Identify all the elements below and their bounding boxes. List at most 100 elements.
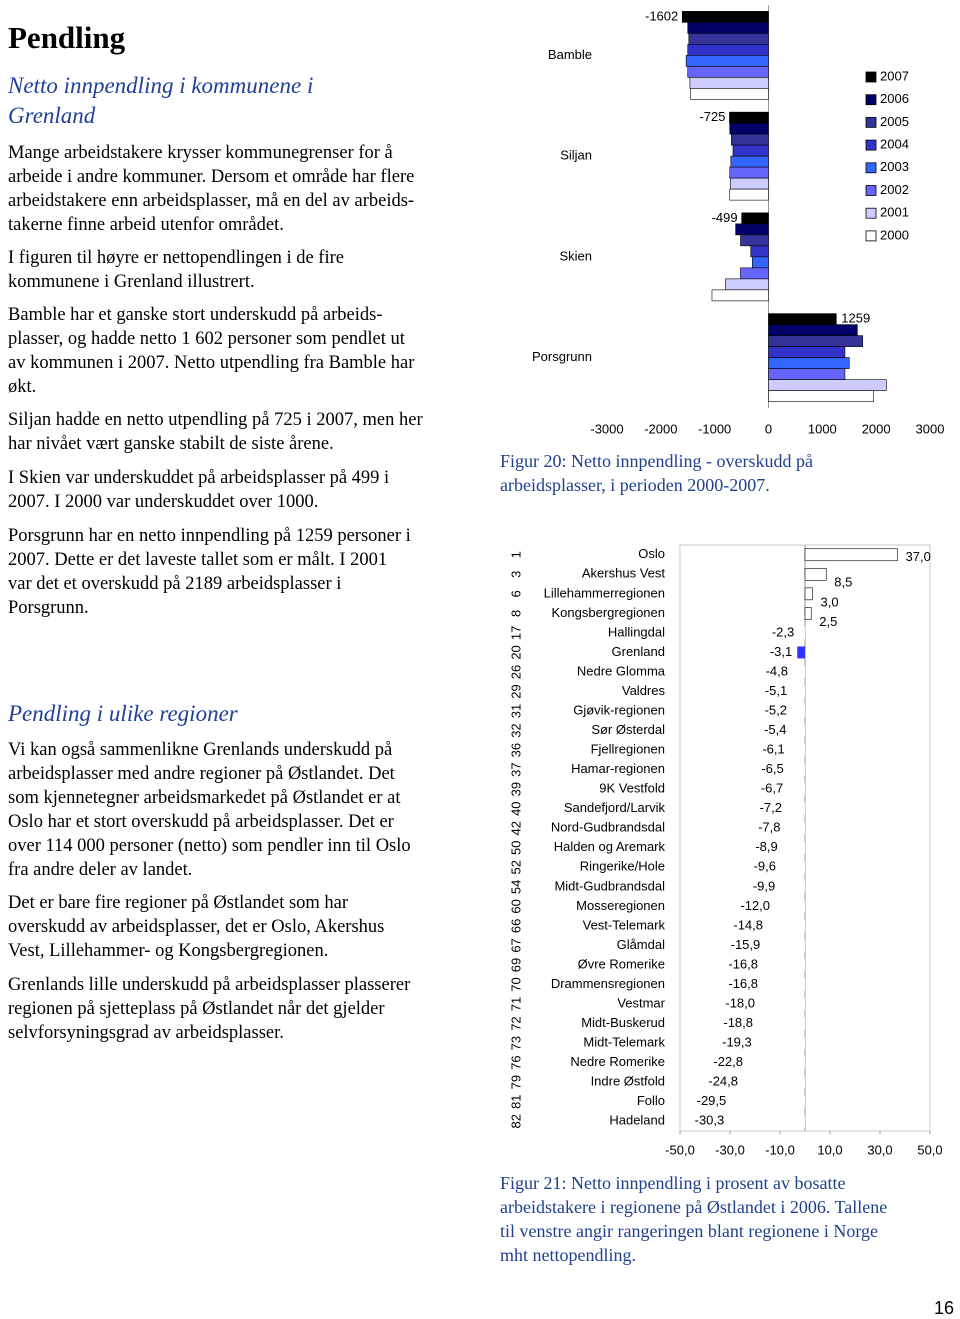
legend-swatch [865, 185, 877, 196]
figure-caption: Figur 20: Netto innpendling - overskudd … [500, 449, 940, 497]
data-label: -19,3 [722, 1035, 752, 1050]
legend-label: 2006 [880, 91, 909, 106]
text-line: til venstre angir rangeringen blant regi… [500, 1221, 879, 1241]
paragraph: I figuren til høyre er nettopendlingen i… [8, 246, 488, 294]
rank-label: 8 [508, 610, 523, 617]
data-label: 1259 [841, 311, 870, 326]
legend-swatch [865, 207, 877, 219]
category-label: Hallingdal [608, 624, 665, 639]
rank-label: 39 [508, 782, 523, 796]
data-label: -4,8 [766, 663, 788, 678]
text-line: arbeidsplasser med andre regioner på Øst… [8, 764, 395, 784]
category-label: Drammensregionen [551, 976, 665, 991]
bar [804, 587, 813, 601]
bar [775, 900, 805, 913]
rank-label: 82 [508, 1114, 523, 1128]
text-line: Figur 20: Netto innpendling - overskudd … [500, 451, 813, 471]
x-tick-label: 10,0 [817, 1142, 842, 1157]
bar [782, 841, 805, 854]
rank-label: 20 [508, 645, 523, 659]
x-tick-label: -2000 [644, 421, 677, 436]
x-tick-label: -3000 [590, 421, 623, 436]
text-line: Vest, Lillehammer- og Kongsbergregionen. [8, 941, 329, 961]
bar [748, 1056, 805, 1069]
text-line: 2007. I 2000 var underskuddet over 1000. [8, 492, 319, 512]
text-line: Porsgrunn har en netto innpendling på 12… [8, 526, 411, 546]
x-tick-label: 2000 [862, 421, 891, 436]
category-label: Siljan [560, 148, 592, 163]
bar [804, 548, 898, 562]
text-line: Pendling i ulike regioner [8, 701, 238, 726]
x-tick-label: 30,0 [867, 1142, 892, 1157]
rank-label: 37 [508, 762, 523, 776]
text-line: var det et overskudd på 2189 arbeidsplas… [8, 574, 342, 594]
text-line: 2007. Dette er det laveste tallet som er… [8, 550, 388, 570]
bar [740, 267, 769, 280]
bar [763, 978, 805, 991]
data-label: -24,8 [708, 1074, 738, 1089]
text-line: Mange arbeidstakere krysser kommunegrens… [8, 143, 393, 163]
bar [743, 1076, 805, 1089]
category-label: Mosseregionen [576, 898, 665, 913]
data-label: -8,9 [755, 839, 777, 854]
bar [768, 346, 846, 358]
category-label: Nedre Glomma [577, 663, 666, 678]
x-tick-label: -10,0 [765, 1142, 795, 1157]
category-label: Oslo [638, 546, 665, 561]
rank-label: 69 [508, 958, 523, 972]
text-line: Bamble har et ganske stort underskudd på… [8, 305, 383, 325]
data-label: -6,5 [761, 761, 783, 776]
legend-swatch [865, 139, 877, 151]
legend-label: 2007 [880, 68, 909, 83]
bar [785, 822, 805, 835]
paragraph: Siljan hadde en netto utpendling på 725 … [8, 408, 488, 456]
page-title: Pendling [8, 20, 126, 55]
category-label: Vest-Telemark [583, 917, 666, 932]
category-label: Skien [559, 248, 592, 263]
text-line: Oslo har et stort overskudd på arbeidspl… [8, 812, 394, 832]
data-label: -9,9 [753, 878, 775, 893]
data-label: -6,1 [762, 742, 784, 757]
page-number: 16 [934, 1298, 955, 1318]
data-label: -22,8 [713, 1054, 743, 1069]
bar [729, 1115, 805, 1128]
bar [768, 368, 846, 380]
paragraph: Porsgrunn har en netto innpendling på 12… [8, 524, 488, 620]
bar [687, 44, 769, 56]
rank-label: 66 [508, 919, 523, 933]
bar [789, 744, 805, 757]
paragraph: Det er bare fire regioner på Østlandet s… [8, 891, 488, 963]
x-tick-label: 50,0 [917, 1142, 942, 1157]
text-line: økt. [8, 377, 37, 397]
category-label: Sør Østerdal [591, 722, 665, 737]
rank-label: 42 [508, 821, 523, 835]
rank-label: 3 [508, 571, 523, 578]
text-line: I Skien var underskuddet på arbeidsplass… [8, 468, 390, 488]
category-label: Øvre Romerike [578, 956, 665, 971]
bar [792, 685, 805, 698]
bar [768, 335, 864, 347]
text-line: Figur 21: Netto innpendling i prosent av… [500, 1173, 846, 1193]
bar [793, 665, 805, 678]
data-label: -3,1 [770, 644, 792, 659]
rank-label: 6 [508, 590, 523, 597]
legend-label: 2005 [880, 114, 909, 129]
data-label: -15,9 [731, 937, 761, 952]
rank-label: 60 [508, 899, 523, 913]
legend-swatch [865, 230, 877, 242]
rank-label: 40 [508, 801, 523, 815]
text-line: av kommunen i 2007. Netto utpendling fra… [8, 353, 415, 373]
x-tick-label: -1000 [698, 421, 731, 436]
x-tick-label: -50,0 [665, 1142, 695, 1157]
text-line: kommunene i Grenland illustrert. [8, 272, 255, 292]
bar [731, 1095, 805, 1108]
x-tick-label: 1000 [808, 421, 837, 436]
bar [768, 390, 874, 402]
bar [685, 55, 769, 67]
data-label: -16,8 [728, 976, 758, 991]
category-label: Nedre Romerike [570, 1054, 665, 1069]
category-label: Porsgrunn [532, 349, 592, 364]
bar [688, 33, 769, 45]
text-line: arbeidsplasser, i perioden 2000-2007. [500, 475, 770, 495]
bar [687, 22, 769, 34]
